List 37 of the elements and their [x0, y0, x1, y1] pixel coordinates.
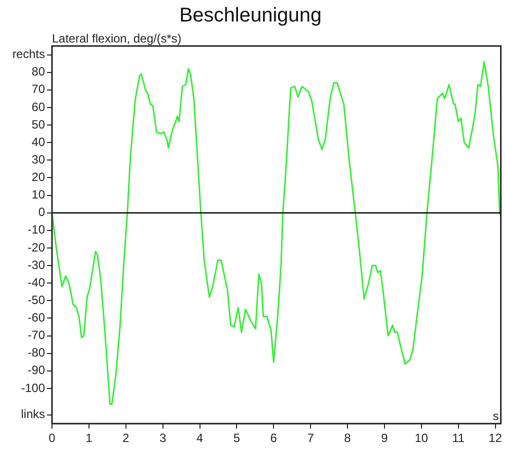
- x-tick-label: 8: [344, 431, 352, 446]
- y-tick-label: 80: [32, 64, 46, 79]
- x-tick-label: 1: [86, 431, 93, 446]
- y-tick-label: 70: [32, 82, 46, 96]
- chart-title: Beschleunigung: [179, 4, 322, 27]
- y-axis-title: Lateral flexion, deg/(s*s): [52, 31, 182, 46]
- x-tick-label: 12: [488, 431, 502, 446]
- y-tick-label: 50: [32, 117, 46, 132]
- y-tick-label: 40: [32, 134, 46, 149]
- x-tick-label: 10: [414, 431, 428, 446]
- x-tick-label: 7: [307, 431, 314, 446]
- y-tick-label: 0: [38, 205, 46, 220]
- x-tick-label: 4: [196, 431, 204, 446]
- x-tick-label: 9: [381, 431, 388, 446]
- x-tick-label: 6: [270, 431, 278, 446]
- x-tick-label: 0: [48, 431, 56, 446]
- y-tick-label: 20: [32, 170, 46, 184]
- x-tick-label: 2: [122, 431, 130, 446]
- y-tick-label: 60: [32, 100, 46, 114]
- x-tick-label: 5: [233, 431, 240, 446]
- y-tick-label: -10: [28, 222, 46, 237]
- y-tick-label: -60: [28, 310, 46, 325]
- y-tick-label: rechts: [12, 47, 45, 62]
- y-tick-label: -80: [28, 346, 46, 360]
- y-tick-label: links: [20, 407, 45, 422]
- y-tick-label: -40: [28, 275, 46, 290]
- y-tick-label: -20: [28, 240, 46, 254]
- y-tick-label: -30: [28, 258, 46, 272]
- x-axis-title: s: [492, 408, 499, 423]
- y-tick-label: 10: [32, 188, 46, 202]
- x-tick-label: 11: [452, 431, 465, 446]
- y-tick-label: -90: [28, 363, 46, 378]
- y-tick-label: 30: [32, 152, 46, 166]
- y-tick-label: -50: [28, 292, 46, 307]
- y-tick-label: -70: [28, 328, 46, 342]
- x-tick-label: 3: [159, 431, 166, 446]
- y-tick-label: -100: [20, 380, 46, 395]
